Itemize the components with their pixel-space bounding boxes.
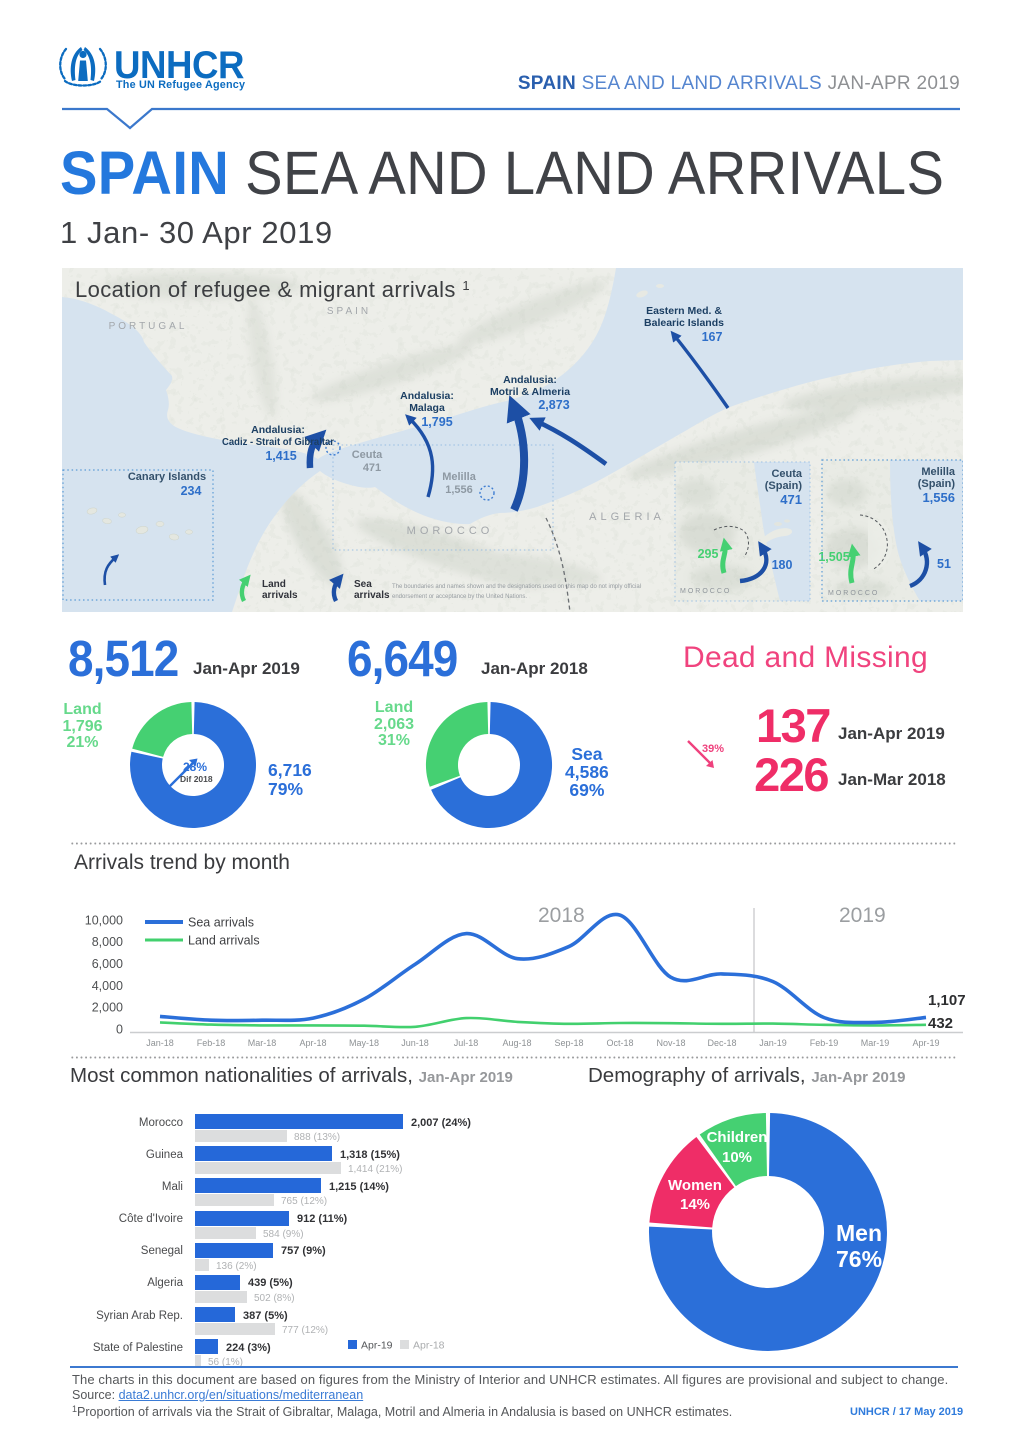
svg-text:Cadiz - Strait of Gibraltar: Cadiz - Strait of Gibraltar bbox=[222, 436, 334, 448]
svg-text:State of Palestine: State of Palestine bbox=[93, 1342, 183, 1354]
svg-text:1,556: 1,556 bbox=[922, 490, 955, 505]
svg-text:Location of refugee & migrant: Location of refugee & migrant arrivals 1 bbox=[75, 277, 470, 302]
svg-text:Sep-18: Sep-18 bbox=[554, 1038, 583, 1048]
svg-text:Apr-19: Apr-19 bbox=[912, 1038, 939, 1048]
svg-text:136 (2%): 136 (2%) bbox=[216, 1261, 257, 1272]
svg-text:Apr-18: Apr-18 bbox=[299, 1038, 326, 1048]
svg-text:777 (12%): 777 (12%) bbox=[282, 1325, 328, 1336]
svg-text:2018: 2018 bbox=[538, 904, 585, 927]
svg-text:arrivals: arrivals bbox=[262, 590, 298, 601]
svg-text:1,215 (14%): 1,215 (14%) bbox=[329, 1181, 389, 1193]
svg-text:Jan-19: Jan-19 bbox=[759, 1038, 787, 1048]
svg-text:(Spain): (Spain) bbox=[918, 478, 956, 490]
svg-text:8,000: 8,000 bbox=[92, 935, 123, 949]
svg-text:Apr-19: Apr-19 bbox=[361, 1340, 393, 1352]
svg-text:SPAIN: SPAIN bbox=[327, 306, 371, 317]
svg-text:Jun-18: Jun-18 bbox=[401, 1038, 429, 1048]
svg-text:471: 471 bbox=[780, 492, 802, 507]
svg-text:Land: Land bbox=[262, 579, 286, 590]
svg-text:10,000: 10,000 bbox=[85, 914, 123, 928]
svg-text:The boundaries and names shown: The boundaries and names shown and the d… bbox=[392, 584, 641, 590]
svg-text:Senegal: Senegal bbox=[141, 1245, 183, 1257]
svg-text:Melilla: Melilla bbox=[442, 471, 477, 483]
svg-text:Ceuta: Ceuta bbox=[771, 468, 802, 480]
svg-text:Andalusia:: Andalusia: bbox=[400, 390, 454, 402]
svg-text:6,000: 6,000 bbox=[92, 957, 123, 971]
svg-text:(Spain): (Spain) bbox=[765, 480, 803, 492]
svg-text:Sea arrivals: Sea arrivals bbox=[188, 916, 254, 930]
svg-text:584 (9%): 584 (9%) bbox=[263, 1229, 304, 1240]
svg-text:Jul-18: Jul-18 bbox=[454, 1038, 479, 1048]
svg-text:Malaga: Malaga bbox=[409, 402, 445, 414]
svg-text:MOROCCO: MOROCCO bbox=[680, 588, 731, 595]
svg-text:Nov-18: Nov-18 bbox=[656, 1038, 685, 1048]
svg-text:Melilla: Melilla bbox=[921, 466, 956, 478]
svg-text:Aug-18: Aug-18 bbox=[502, 1038, 531, 1048]
svg-text:1,414 (21%): 1,414 (21%) bbox=[348, 1164, 402, 1175]
svg-text:888 (13%): 888 (13%) bbox=[294, 1132, 340, 1143]
svg-text:0: 0 bbox=[116, 1023, 123, 1037]
svg-text:MOROCCO: MOROCCO bbox=[407, 525, 494, 537]
svg-text:Andalusia:: Andalusia: bbox=[251, 424, 305, 436]
svg-text:4,000: 4,000 bbox=[92, 979, 123, 993]
svg-text:Mali: Mali bbox=[162, 1181, 183, 1193]
svg-text:PORTUGAL: PORTUGAL bbox=[109, 321, 188, 332]
svg-text:765 (12%): 765 (12%) bbox=[281, 1196, 327, 1207]
svg-text:Andalusia:: Andalusia: bbox=[503, 374, 557, 386]
svg-text:ALGERIA: ALGERIA bbox=[589, 511, 665, 523]
svg-text:Land arrivals: Land arrivals bbox=[188, 934, 260, 948]
svg-text:1,505: 1,505 bbox=[818, 550, 849, 564]
svg-text:Mar-19: Mar-19 bbox=[861, 1038, 890, 1048]
svg-text:Feb-18: Feb-18 bbox=[197, 1038, 226, 1048]
svg-text:295: 295 bbox=[698, 547, 719, 561]
svg-text:Syrian Arab Rep.: Syrian Arab Rep. bbox=[96, 1310, 183, 1322]
svg-text:endorsement or acceptance by t: endorsement or acceptance by the United … bbox=[392, 594, 527, 600]
svg-text:Motril & Almeria: Motril & Almeria bbox=[490, 386, 570, 398]
svg-text:502 (8%): 502 (8%) bbox=[254, 1293, 295, 1304]
svg-text:arrivals: arrivals bbox=[354, 590, 390, 601]
svg-text:1,795: 1,795 bbox=[421, 415, 452, 429]
svg-text:1,107: 1,107 bbox=[928, 992, 966, 1009]
svg-text:387 (5%): 387 (5%) bbox=[243, 1310, 288, 1322]
svg-text:Mar-18: Mar-18 bbox=[248, 1038, 277, 1048]
svg-text:2,007 (24%): 2,007 (24%) bbox=[411, 1117, 471, 1129]
svg-text:Guinea: Guinea bbox=[146, 1149, 184, 1161]
svg-text:2,873: 2,873 bbox=[538, 398, 569, 412]
svg-text:432: 432 bbox=[928, 1015, 953, 1032]
svg-text:Ceuta: Ceuta bbox=[352, 449, 383, 461]
svg-text:1,556: 1,556 bbox=[445, 484, 473, 496]
svg-text:Dec-18: Dec-18 bbox=[707, 1038, 736, 1048]
svg-text:2019: 2019 bbox=[839, 904, 886, 927]
svg-text:May-18: May-18 bbox=[349, 1038, 379, 1048]
svg-text:2,000: 2,000 bbox=[92, 1001, 123, 1015]
svg-text:Balearic Islands: Balearic Islands bbox=[644, 317, 724, 329]
svg-text:912 (11%): 912 (11%) bbox=[297, 1213, 347, 1225]
svg-text:Oct-18: Oct-18 bbox=[606, 1038, 633, 1048]
svg-text:1,318 (15%): 1,318 (15%) bbox=[340, 1149, 400, 1161]
svg-text:Apr-18: Apr-18 bbox=[413, 1340, 445, 1352]
svg-text:167: 167 bbox=[702, 330, 723, 344]
svg-text:Canary Islands: Canary Islands bbox=[128, 471, 206, 483]
svg-text:Sea: Sea bbox=[354, 579, 372, 590]
svg-text:234: 234 bbox=[181, 484, 202, 498]
svg-text:51: 51 bbox=[937, 557, 951, 571]
svg-text:757 (9%): 757 (9%) bbox=[281, 1245, 326, 1257]
svg-text:Feb-19: Feb-19 bbox=[810, 1038, 839, 1048]
svg-text:Eastern Med. &: Eastern Med. & bbox=[646, 305, 722, 317]
svg-text:Jan-18: Jan-18 bbox=[146, 1038, 174, 1048]
svg-text:MOROCCO: MOROCCO bbox=[828, 590, 879, 597]
svg-text:224 (3%): 224 (3%) bbox=[226, 1342, 271, 1354]
svg-text:Morocco: Morocco bbox=[139, 1117, 183, 1129]
svg-text:56 (1%): 56 (1%) bbox=[208, 1357, 243, 1368]
svg-text:Algeria: Algeria bbox=[147, 1277, 183, 1289]
svg-text:439 (5%): 439 (5%) bbox=[248, 1277, 293, 1289]
svg-text:471: 471 bbox=[363, 462, 381, 474]
svg-text:180: 180 bbox=[772, 558, 793, 572]
svg-text:1,415: 1,415 bbox=[265, 449, 296, 463]
svg-text:Côte d'Ivoire: Côte d'Ivoire bbox=[119, 1213, 183, 1225]
